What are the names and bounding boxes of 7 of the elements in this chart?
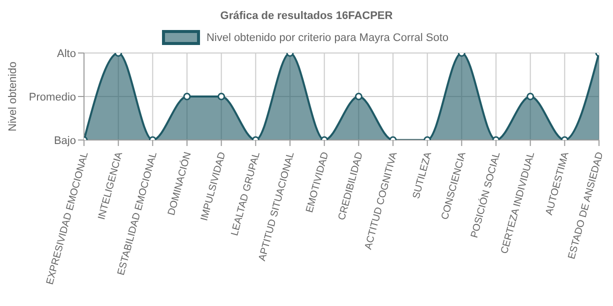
text: Promedio bbox=[28, 91, 76, 104]
text: Bajo bbox=[54, 134, 76, 147]
chart-title: Gráfica de resultados 16FACPER bbox=[219, 9, 394, 24]
legend-label: Nivel obtenido por criterio para Mayra Corral Soto bbox=[205, 30, 449, 45]
x-tick-label: LEALTAD GRUPAL bbox=[230, 150, 263, 238]
text: Alto bbox=[57, 48, 76, 60]
y-axis-title: Nivel obtenido bbox=[6, 62, 19, 132]
